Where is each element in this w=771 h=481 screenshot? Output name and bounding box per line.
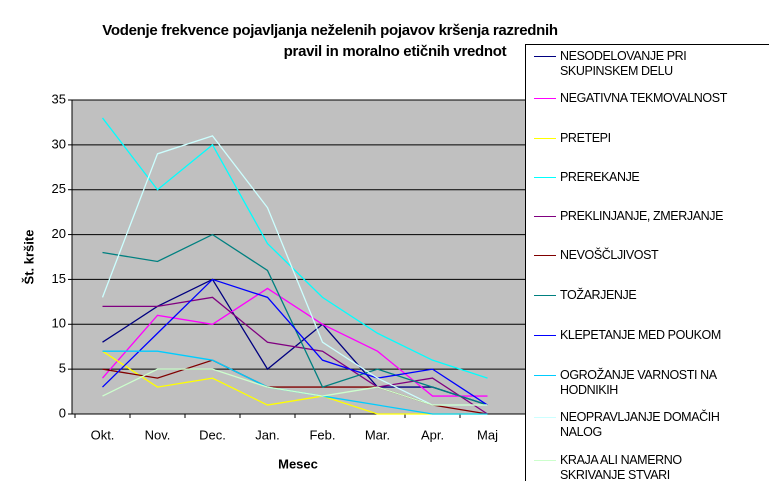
series-line: [102, 350, 488, 415]
x-tick-label: Dec.: [199, 427, 226, 442]
legend-swatch: [534, 295, 556, 296]
y-tick-label: 5: [59, 361, 66, 376]
y-tick-label: 15: [52, 271, 66, 286]
chart-title: Vodenje frekvence pojavljanja neželenih …: [102, 22, 558, 39]
y-tick-label: 25: [52, 181, 66, 196]
legend-item: OGROŽANJE VARNOSTI NA HODNIKIH: [532, 368, 768, 398]
series-line: [102, 278, 488, 406]
x-tick-label: Feb.: [309, 427, 335, 442]
legend-swatch: [534, 255, 556, 256]
legend-label: NEOPRAVLJANJE DOMAČIH NALOG: [560, 410, 720, 439]
y-tick-label: 20: [52, 226, 66, 241]
series-line: [101, 135, 488, 406]
legend-swatch: [534, 417, 556, 418]
legend-swatch: [534, 216, 556, 217]
legend-swatch: [534, 460, 556, 461]
legend-swatch: [534, 138, 556, 139]
y-axis-label: Št. kršite: [21, 230, 36, 285]
x-tick-label: Nov.: [145, 427, 171, 442]
legend-item: NEOPRAVLJANJE DOMAČIH NALOG: [532, 410, 768, 440]
legend-label: PRETEPI: [560, 131, 611, 145]
legend-item: NESODELOVANJE PRI SKUPINSKEM DELU: [532, 49, 768, 79]
legend-label: NEGATIVNA TEKMOVALNOST: [560, 91, 727, 105]
legend-label: TOŽARJENJE: [560, 288, 637, 302]
x-axis-label: Mesec: [278, 456, 318, 471]
legend-label: KLEPETANJE MED POUKOM: [560, 328, 721, 342]
y-tick-label: 0: [59, 405, 66, 420]
legend-item: PREREKANJE: [532, 170, 768, 185]
legend-label: OGROŽANJE VARNOSTI NA HODNIKIH: [560, 368, 716, 397]
y-tick-label: 10: [52, 316, 66, 331]
series-line: [102, 296, 488, 415]
legend-item: TOŽARJENJE: [532, 288, 768, 303]
legend-label: KRAJA ALI NAMERNO SKRIVANJE STVARI: [560, 453, 682, 481]
legend-label: NEVOŠČLJIVOST: [560, 248, 659, 262]
legend-item: KRAJA ALI NAMERNO SKRIVANJE STVARI: [532, 453, 768, 481]
legend-swatch: [534, 177, 556, 178]
y-tick-label: 35: [52, 91, 66, 106]
chart-title: pravil in moralno etičnih vrednot: [284, 43, 507, 60]
legend-label: PREREKANJE: [560, 170, 640, 184]
legend-item: KLEPETANJE MED POUKOM: [532, 328, 768, 343]
legend-label: PREKLINJANJE, ZMERJANJE: [560, 209, 724, 223]
series-line: [102, 287, 488, 397]
legend-item: PRETEPI: [532, 131, 768, 146]
legend-swatch: [534, 56, 556, 57]
legend-swatch: [534, 98, 556, 99]
legend-swatch: [534, 335, 556, 336]
legend-item: NEGATIVNA TEKMOVALNOST: [532, 91, 768, 106]
x-tick-label: Mar.: [365, 427, 390, 442]
x-tick-label: Jan.: [255, 427, 280, 442]
legend-item: NEVOŠČLJIVOST: [532, 248, 768, 263]
x-tick-label: Okt.: [91, 427, 115, 442]
legend-swatch: [534, 375, 556, 376]
legend: NESODELOVANJE PRI SKUPINSKEM DELU NEGATIV…: [525, 44, 769, 481]
series-line: [101, 117, 488, 379]
legend-item: PREKLINJANJE, ZMERJANJE: [532, 209, 768, 224]
x-tick-label: Apr.: [421, 427, 444, 442]
legend-label: NESODELOVANJE PRI SKUPINSKEM DELU: [560, 49, 687, 78]
y-tick-label: 30: [52, 136, 66, 151]
x-tick-label: Maj: [477, 427, 498, 442]
series-line: [102, 368, 488, 406]
plot-area: [72, 100, 525, 414]
